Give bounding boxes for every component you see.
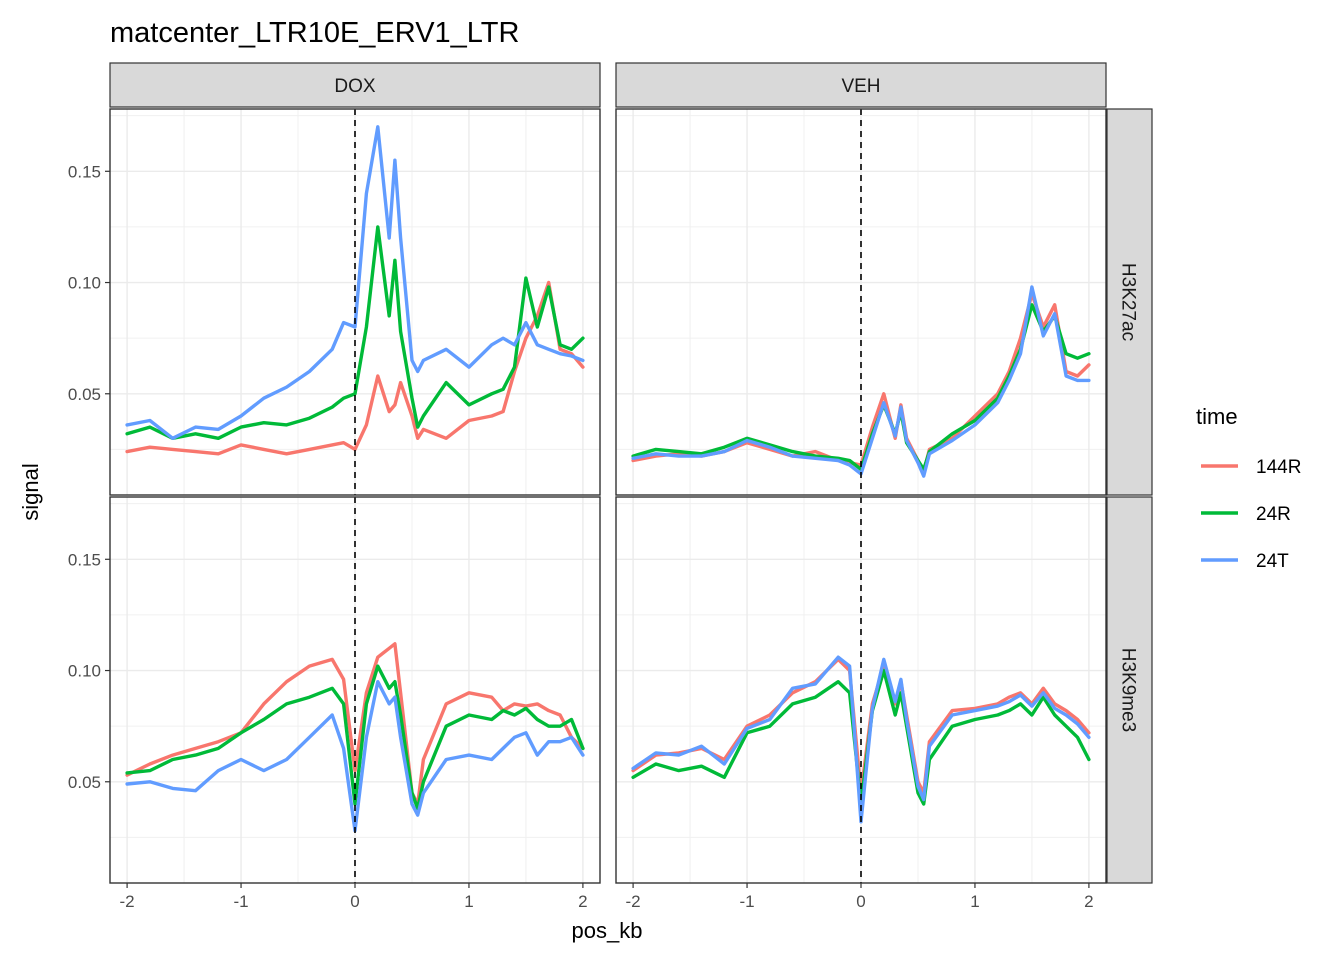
- series-line-24r: [631, 668, 1091, 806]
- y-tick-label: 0.10: [68, 662, 101, 681]
- x-tick-label: 0: [350, 892, 359, 911]
- series-line-24t: [125, 125, 585, 440]
- legend-label-24t: 24T: [1256, 551, 1289, 572]
- y-tick-label: 0.10: [68, 274, 101, 293]
- x-axis-label: pos_kb: [572, 918, 643, 943]
- series-line-24t: [631, 655, 1091, 824]
- panel-border: [109, 496, 601, 884]
- series-line-24r: [125, 225, 585, 440]
- chart-title: matcenter_LTR10E_ERV1_LTR: [110, 17, 519, 49]
- y-tick-label: 0.15: [68, 550, 101, 569]
- facet-panels: DOX VEH H3K27ac H3K9me3 0.05 0.10 0.15 0.05 0.10…: [68, 62, 1153, 911]
- legend-label-24r: 24R: [1256, 504, 1291, 525]
- panel-dox-h3k27ac: [109, 108, 601, 496]
- x-tick-label: 2: [1084, 892, 1093, 911]
- legend-title: time: [1196, 404, 1238, 429]
- facet-label-veh: VEH: [841, 76, 880, 97]
- facet-strip-h3k9me3: [1106, 496, 1153, 884]
- facet-label-h3k27ac: H3K27ac: [1118, 263, 1139, 341]
- legend-label-144r: 144R: [1256, 457, 1301, 478]
- panel-veh-h3k27ac: [615, 108, 1107, 496]
- facet-strip-h3k27ac: [1106, 108, 1153, 496]
- panel-veh-h3k9me3: [615, 496, 1107, 884]
- x-tick-label: -1: [739, 892, 754, 911]
- y-tick-label: 0.05: [68, 773, 101, 792]
- y-tick-label: 0.05: [68, 385, 101, 404]
- y-axis-label: signal: [18, 463, 43, 520]
- panel-border: [615, 108, 1107, 496]
- x-tick-label: -1: [233, 892, 248, 911]
- facet-strip-veh: [615, 62, 1107, 108]
- x-tick-label: 2: [578, 892, 587, 911]
- series-line-144r: [125, 280, 585, 456]
- series-line-24t: [631, 285, 1091, 478]
- panel-border: [109, 108, 601, 496]
- x-tick-label: 0: [856, 892, 865, 911]
- series-line-24r: [125, 664, 585, 811]
- legend: time 144R 24R 24T: [1196, 404, 1301, 572]
- panel-dox-h3k9me3: [109, 496, 601, 884]
- panel-border: [615, 496, 1107, 884]
- x-tick-label: 1: [464, 892, 473, 911]
- facet-strip-dox: [109, 62, 601, 108]
- series-line-24t: [125, 680, 585, 833]
- y-tick-label: 0.15: [68, 162, 101, 181]
- x-tick-label: -2: [120, 892, 135, 911]
- facet-label-h3k9me3: H3K9me3: [1118, 648, 1139, 733]
- x-tick-label: -2: [626, 892, 641, 911]
- x-tick-label: 1: [970, 892, 979, 911]
- facet-label-dox: DOX: [334, 76, 376, 97]
